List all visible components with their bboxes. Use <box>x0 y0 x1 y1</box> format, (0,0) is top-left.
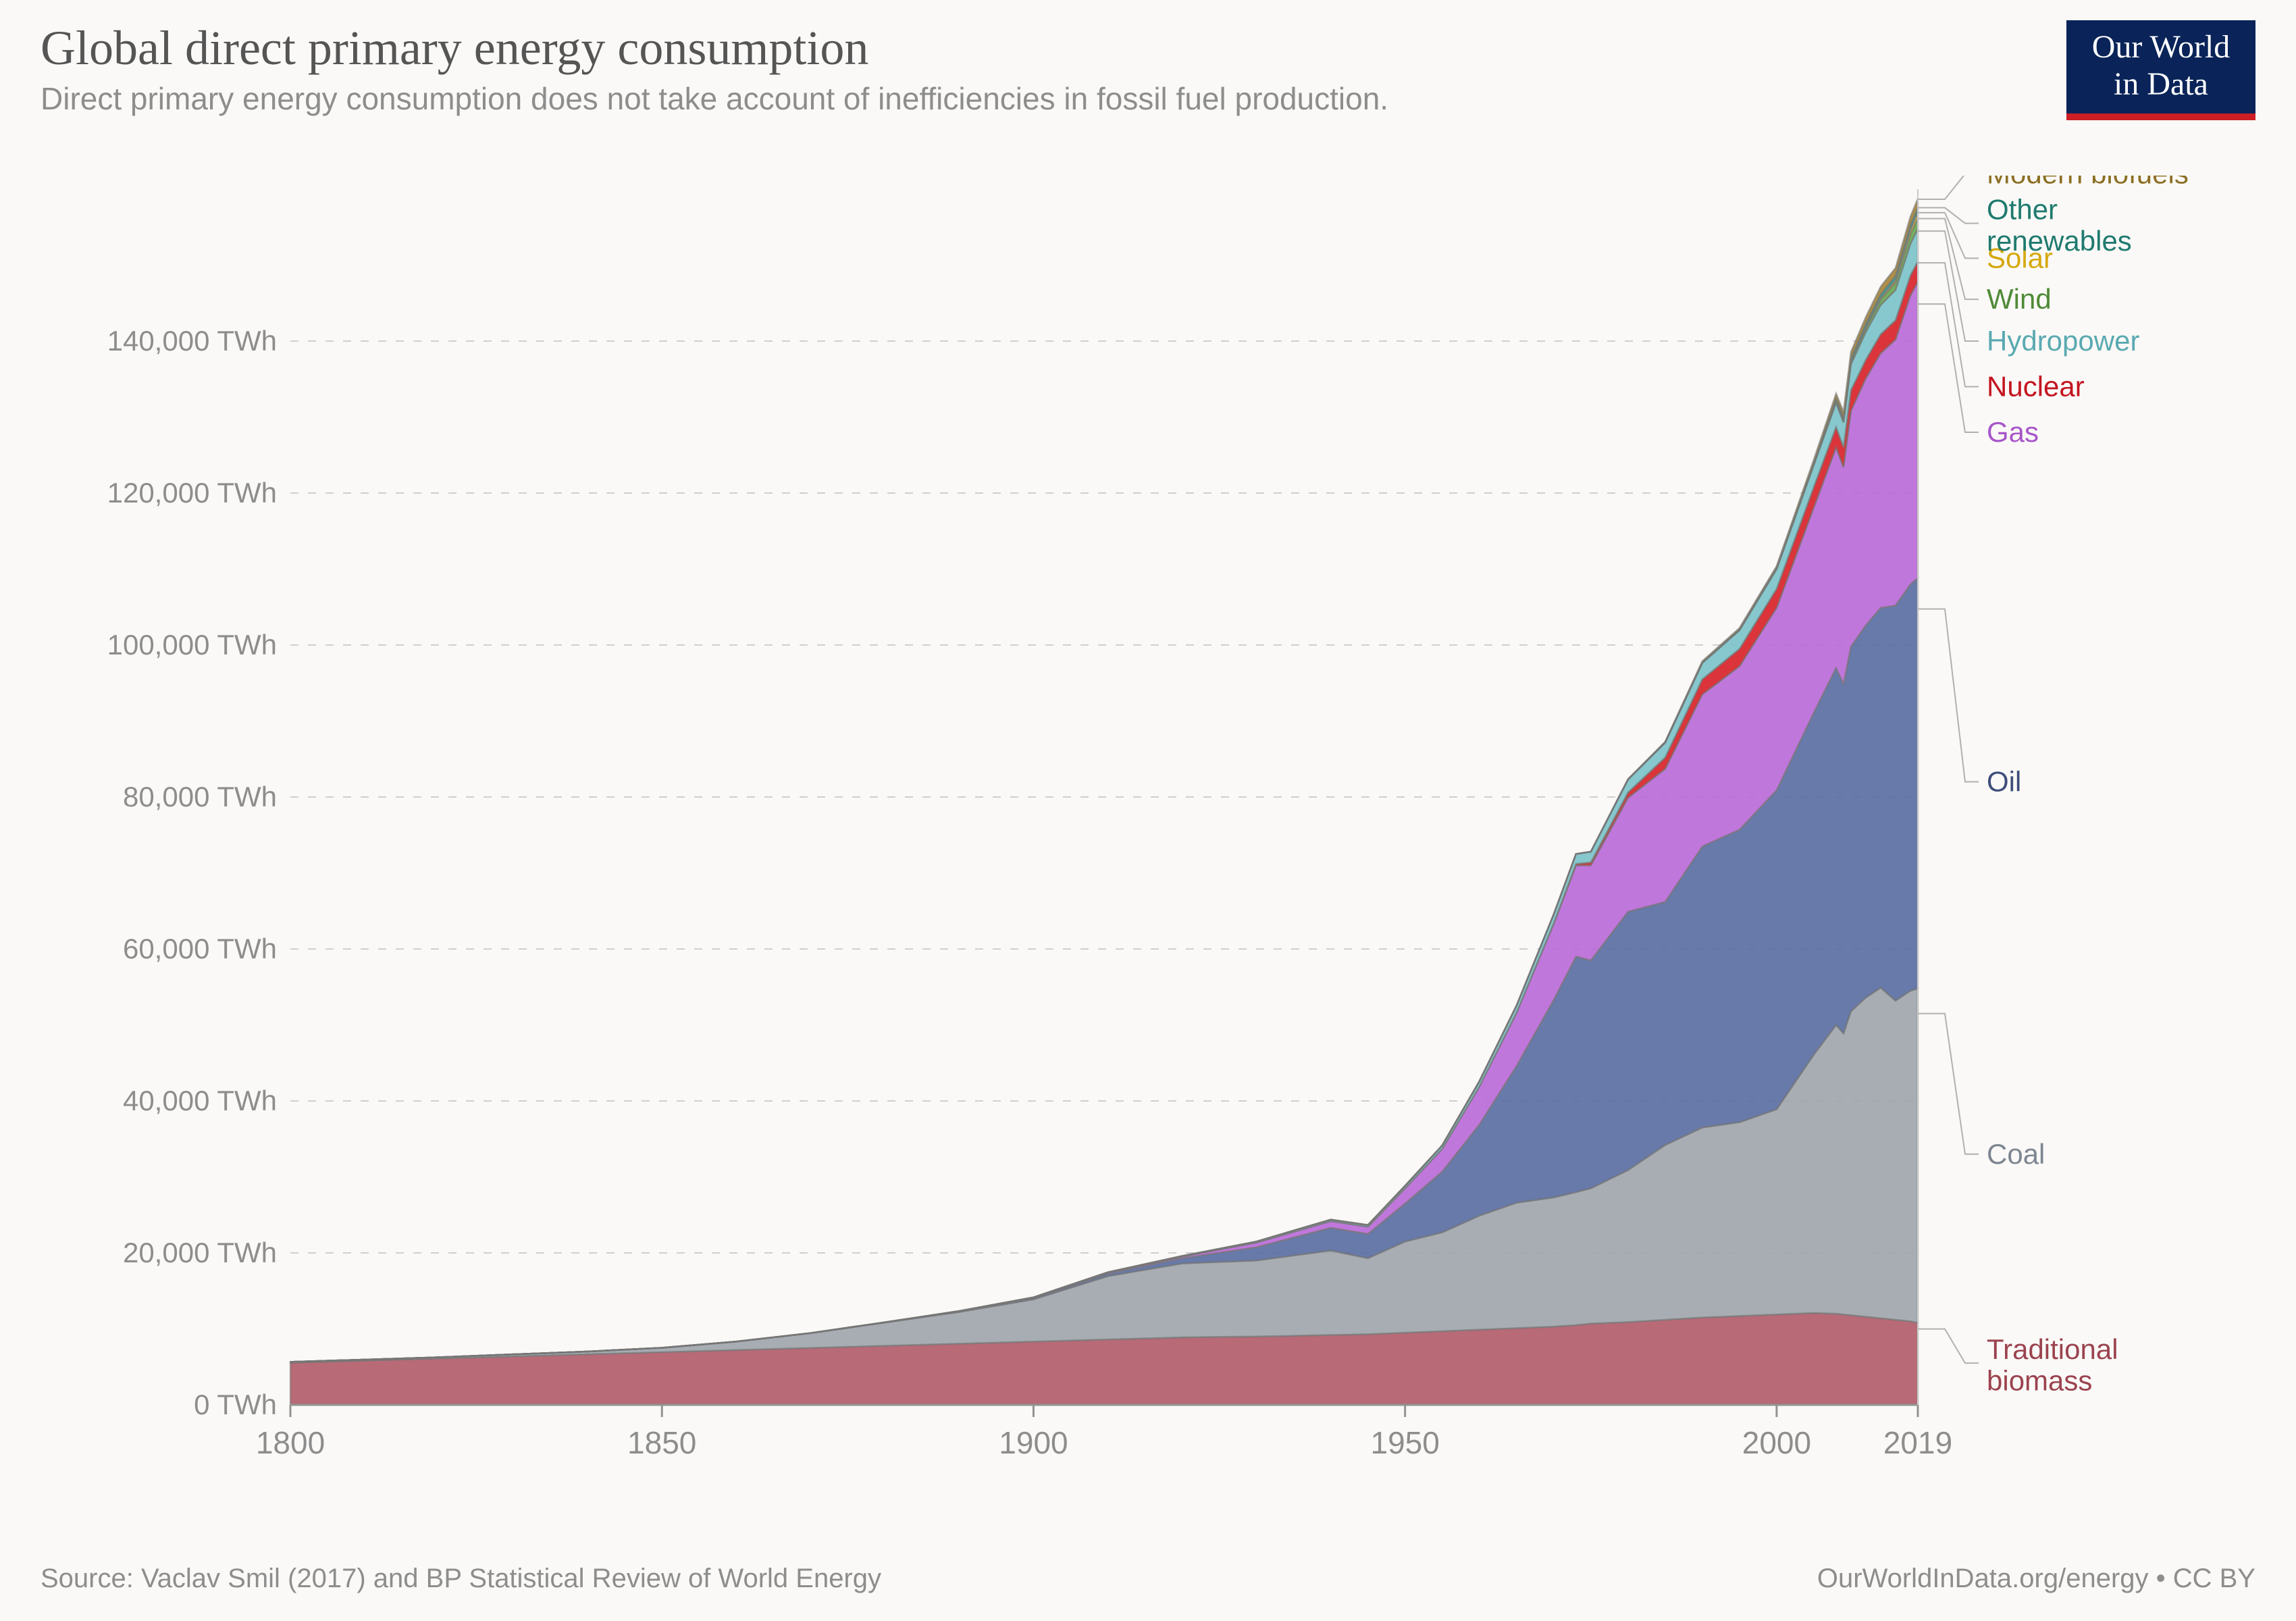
y-tick-label: 0 TWh <box>194 1389 277 1420</box>
legend-label-traditional_biomass: Traditionalbiomass <box>1987 1333 2118 1396</box>
y-tick-label: 20,000 TWh <box>123 1237 277 1268</box>
legend-label-coal: Coal <box>1987 1138 2045 1170</box>
y-tick-label: 40,000 TWh <box>123 1085 277 1116</box>
chart-page: Global direct primary energy consumption… <box>0 0 2296 1621</box>
x-tick-label: 1900 <box>999 1425 1068 1460</box>
y-tick-label: 80,000 TWh <box>123 781 277 813</box>
y-tick-label: 60,000 TWh <box>123 933 277 964</box>
legend-leader-modern_biofuels <box>1918 176 1979 199</box>
owid-logo: Our World in Data <box>2066 20 2255 120</box>
source-line: Source: Vaclav Smil (2017) and BP Statis… <box>41 1564 881 1594</box>
x-tick-label: 1950 <box>1371 1425 1440 1460</box>
y-tick-label: 120,000 TWh <box>107 477 277 509</box>
legend-leader-gas <box>1918 304 1979 432</box>
credit-line: OurWorldInData.org/energy • CC BY <box>1817 1564 2255 1594</box>
logo-line1: Our World <box>2066 28 2255 66</box>
logo-line2: in Data <box>2066 66 2255 103</box>
x-tick-label: 2000 <box>1742 1425 1811 1460</box>
stacked-area-chart: 0 TWh 20,000 TWh 40,000 TWh 60,000 TWh 80,00… <box>41 176 2255 1513</box>
chart-header: Global direct primary energy consumption… <box>41 20 2255 117</box>
legend-label-wind: Wind <box>1987 283 2052 315</box>
legend-leader-traditional_biomass <box>1918 1329 1979 1364</box>
legend-label-gas: Gas <box>1987 416 2039 448</box>
chart-footer: Source: Vaclav Smil (2017) and BP Statis… <box>41 1564 2255 1594</box>
legend-label-modern_biofuels: Modern biofuels <box>1987 176 2189 190</box>
legend-leader-oil <box>1918 609 1979 782</box>
y-tick-label: 140,000 TWh <box>107 325 277 357</box>
chart-title: Global direct primary energy consumption <box>41 20 2255 76</box>
x-tick-label: 2019 <box>1883 1425 1952 1460</box>
legend-label-hydropower: Hydropower <box>1987 325 2139 357</box>
legend-label-other_renewables: Otherrenewables <box>1987 194 2132 257</box>
x-tick-label: 1800 <box>256 1425 325 1460</box>
x-tick-label: 1850 <box>627 1425 696 1460</box>
chart-plot-area: 0 TWh 20,000 TWh 40,000 TWh 60,000 TWh 80,00… <box>41 176 2255 1513</box>
y-tick-label: 100,000 TWh <box>107 629 277 661</box>
chart-subtitle: Direct primary energy consumption does n… <box>41 80 2255 117</box>
legend-label-oil: Oil <box>1987 766 2021 798</box>
legend-label-nuclear: Nuclear <box>1987 371 2085 403</box>
legend-leader-coal <box>1918 1014 1979 1154</box>
